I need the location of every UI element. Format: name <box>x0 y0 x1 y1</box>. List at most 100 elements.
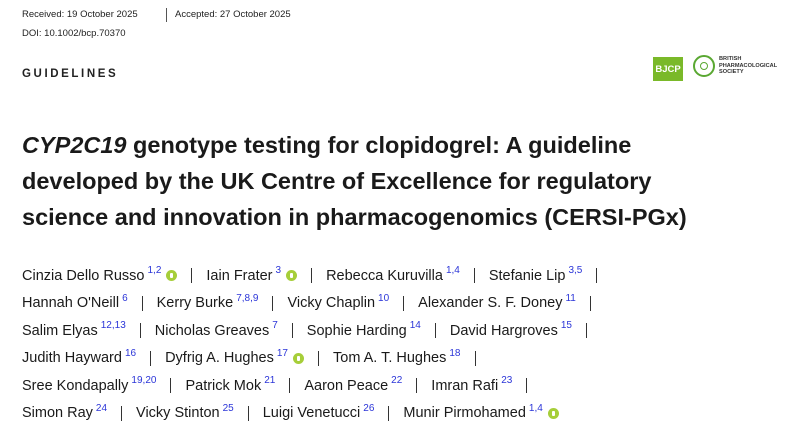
author: Imran Rafi 23 <box>431 375 513 394</box>
affiliation: 21 <box>264 375 276 387</box>
author: Alexander S. F. Doney 11 <box>418 293 576 312</box>
section-label: GUIDELINES <box>22 68 119 80</box>
author-name: Imran Rafi <box>431 377 499 394</box>
author-name: Aaron Peace <box>304 377 389 394</box>
author: Tom A. T. Hughes 18 <box>333 348 461 367</box>
affiliation: 24 <box>95 402 108 414</box>
author-name: Vicky Chaplin <box>287 295 376 312</box>
separator <box>121 405 123 421</box>
separator <box>139 323 141 339</box>
separator <box>526 378 528 394</box>
accepted-date: Accepted: 27 October 2025 <box>175 9 291 20</box>
affiliation: 1,2 <box>147 265 162 277</box>
author-list: Cinzia Dello Russo 1,2 Iain Frater 3 Rebecca… <box>22 262 611 427</box>
affiliation: 7,8,9 <box>236 292 259 304</box>
separator <box>170 378 172 394</box>
orcid-icon <box>166 270 178 282</box>
author-line: Sree Kondapally 19,20 Patrick Mok 21 Aaron P… <box>22 372 611 400</box>
author: David Hargroves 15 <box>449 320 572 339</box>
separator <box>388 405 390 421</box>
separator <box>596 268 598 284</box>
orcid-icon <box>547 407 559 419</box>
author: Sree Kondapally 19,20 <box>22 375 157 394</box>
author-name: David Hargroves <box>449 322 558 339</box>
author-line: Judith Hayward 16 Dyfrig A. Hughes 17 Tom A.… <box>22 345 611 373</box>
author-name: Luigi Venetucci <box>262 405 361 422</box>
author: Luigi Venetucci 26 <box>262 402 375 422</box>
affiliation: 26 <box>363 402 375 414</box>
author: Stefanie Lip 3,5 <box>488 265 583 284</box>
author: Cinzia Dello Russo 1,2 <box>22 265 178 284</box>
author-name: Simon Ray <box>22 405 93 422</box>
doi: DOI: 10.1002/bcp.70370 <box>22 28 126 39</box>
author: Sophie Harding 14 <box>306 320 421 339</box>
author-name: Kerry Burke <box>156 295 234 312</box>
author: Iain Frater 3 <box>206 265 298 284</box>
affiliation: 17 <box>276 347 288 359</box>
author: Dyfrig A. Hughes 17 <box>165 347 304 367</box>
author: Hannah O'Neill 6 <box>22 292 128 312</box>
separator <box>191 268 193 284</box>
author: Munir Pirmohamed 1,4 <box>403 402 559 422</box>
affiliation: 6 <box>122 292 128 304</box>
affiliation: 23 <box>501 375 513 387</box>
separator <box>403 295 405 311</box>
affiliation: 22 <box>391 375 403 387</box>
affiliation: 1,4 <box>528 402 543 414</box>
separator <box>311 268 313 284</box>
author: Salim Elyas 12,13 <box>22 320 126 339</box>
author-name: Nicholas Greaves <box>154 322 270 339</box>
author-name: Hannah O'Neill <box>22 295 120 312</box>
author-line: Salim Elyas 12,13 Nicholas Greaves 7 Sophie … <box>22 317 611 345</box>
separator <box>291 323 293 339</box>
author-line: Simon Ray 24 Vicky Stinton 25 Luigi Venetucc… <box>22 400 611 428</box>
separator <box>586 323 587 339</box>
article-title: CYP2C19 genotype testing for clopidogrel… <box>22 127 742 235</box>
author-name: Tom A. T. Hughes <box>333 350 447 367</box>
affiliation: 10 <box>378 292 390 304</box>
affiliation: 19,20 <box>131 375 157 387</box>
separator <box>434 323 436 339</box>
separator <box>247 405 249 421</box>
society-logo: BRITISH PHARMACOLOGICAL SOCIETY <box>719 56 777 76</box>
author: Rebecca Kuruvilla 1,4 <box>326 265 460 284</box>
author-name: Rebecca Kuruvilla <box>326 267 443 284</box>
author-name: Munir Pirmohamed <box>403 405 526 422</box>
affiliation: 12,13 <box>100 320 126 332</box>
orcid-icon <box>293 352 304 364</box>
society-line: BRITISH <box>719 56 742 62</box>
separator <box>473 268 475 284</box>
affiliation: 16 <box>124 347 137 359</box>
author: Vicky Stinton 25 <box>136 403 234 422</box>
society-line: SOCIETY <box>719 69 744 76</box>
affiliation: 3,5 <box>568 265 583 277</box>
separator <box>141 295 143 311</box>
author-name: Sree Kondapally <box>22 377 129 394</box>
author-name: Alexander S. F. Doney <box>418 295 563 312</box>
author-name: Stefanie Lip <box>488 267 566 284</box>
society-icon <box>693 55 715 77</box>
author-name: Patrick Mok <box>185 377 262 394</box>
author: Judith Hayward 16 <box>22 347 137 367</box>
author-name: Judith Hayward <box>22 350 122 367</box>
journal-logo: BJCP <box>653 57 683 81</box>
affiliation: 7 <box>272 320 278 332</box>
author-line: Cinzia Dello Russo 1,2 Iain Frater 3 Rebecca… <box>22 262 611 290</box>
author: Kerry Burke 7,8,9 <box>156 292 259 312</box>
author-name: Dyfrig A. Hughes <box>165 350 274 367</box>
title-text: genotype testing for clopidogrel: A guid… <box>22 132 687 230</box>
author: Simon Ray 24 <box>22 402 108 422</box>
author-name: Iain Frater <box>206 267 273 284</box>
affiliation: 15 <box>560 320 572 332</box>
author: Aaron Peace 22 <box>304 375 403 394</box>
author: Patrick Mok 21 <box>185 375 276 394</box>
author: Vicky Chaplin 10 <box>287 292 390 312</box>
separator <box>289 378 291 394</box>
separator <box>589 295 591 311</box>
orcid-icon <box>286 270 298 282</box>
author-name: Cinzia Dello Russo <box>22 267 145 284</box>
author-name: Salim Elyas <box>22 322 98 339</box>
author-name: Sophie Harding <box>306 322 407 339</box>
divider <box>166 8 167 22</box>
